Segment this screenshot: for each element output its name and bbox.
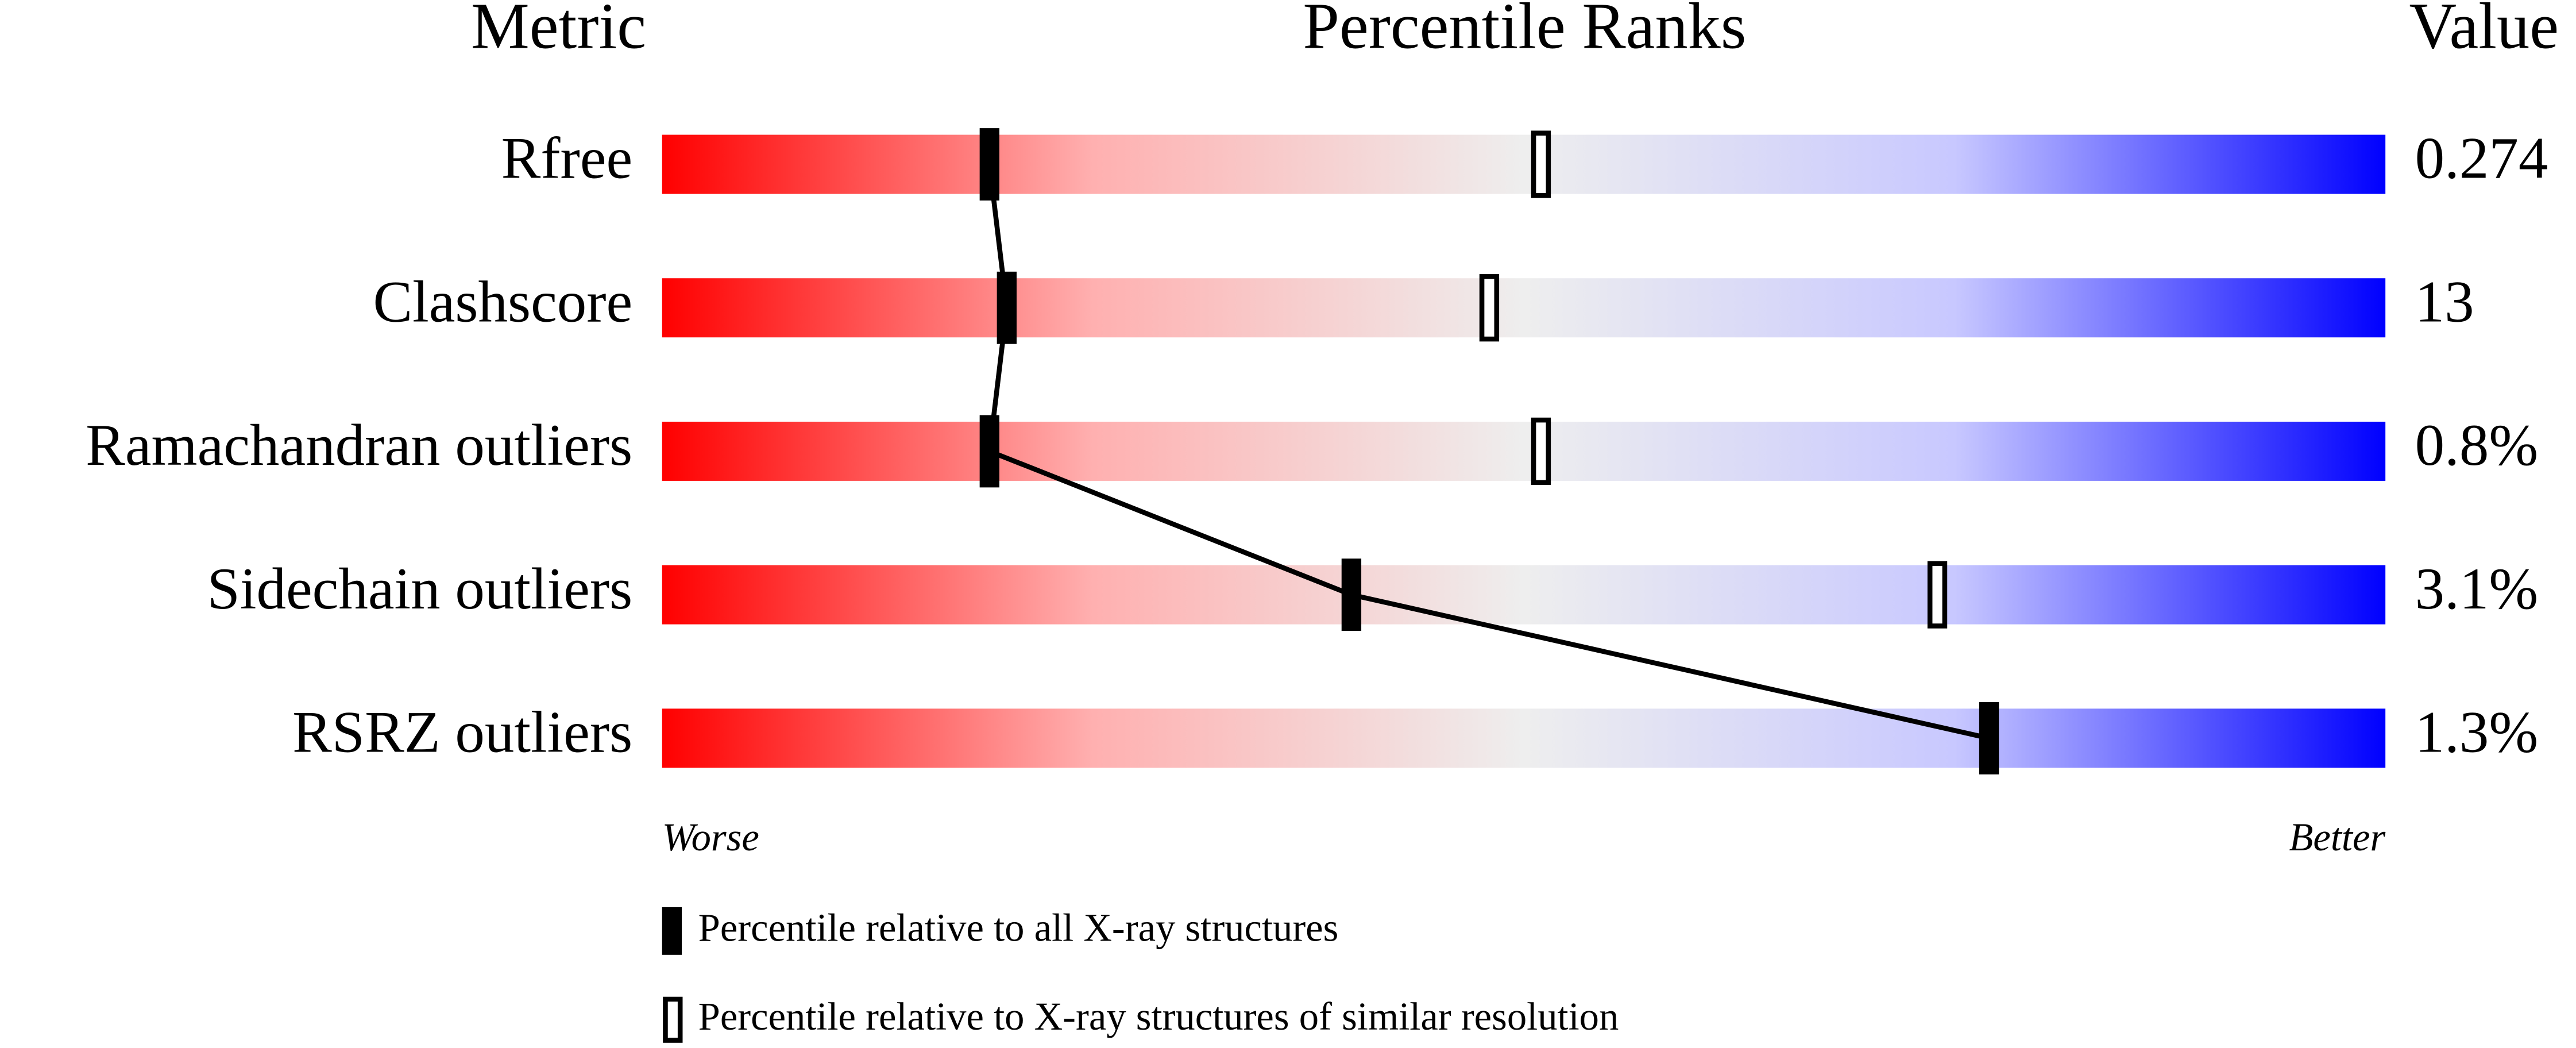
resolution-marker bbox=[1479, 274, 1500, 342]
metric-value: 3.1% bbox=[2415, 556, 2539, 622]
percentile-bar bbox=[662, 278, 2386, 338]
metric-value: 1.3% bbox=[2415, 699, 2539, 765]
better-label: Better bbox=[2289, 815, 2385, 859]
percentile-bar bbox=[662, 708, 2386, 768]
legend-swatch bbox=[662, 907, 682, 955]
metric-value: 0.274 bbox=[2415, 126, 2548, 191]
metric-value: 13 bbox=[2415, 269, 2474, 334]
resolution-marker bbox=[1531, 130, 1551, 198]
percentile-marker bbox=[979, 128, 999, 201]
worse-label: Worse bbox=[662, 815, 759, 859]
legend-label: Percentile relative to X-ray structures … bbox=[698, 995, 1619, 1038]
percentile-bar bbox=[662, 421, 2386, 481]
metric-label: Sidechain outliers bbox=[207, 556, 633, 622]
metric-label: Clashscore bbox=[373, 269, 632, 334]
metric-value: 0.8% bbox=[2415, 413, 2539, 478]
percentile-marker bbox=[979, 415, 999, 488]
resolution-marker bbox=[1927, 561, 1948, 629]
percentile-bar bbox=[662, 134, 2386, 194]
percentile-marker bbox=[997, 271, 1017, 344]
legend-label: Percentile relative to all X-ray structu… bbox=[698, 906, 1339, 950]
legend-swatch bbox=[663, 996, 683, 1043]
resolution-marker bbox=[1531, 417, 1551, 486]
ranks-header: Percentile Ranks bbox=[1303, 0, 1746, 62]
value-header: Value bbox=[2409, 0, 2559, 62]
metric-header: Metric bbox=[471, 0, 646, 62]
metric-label: Rfree bbox=[501, 126, 633, 191]
metric-label: Ramachandran outliers bbox=[86, 413, 632, 478]
percentile-bar bbox=[662, 565, 2386, 625]
metric-label: RSRZ outliers bbox=[292, 699, 632, 765]
percentile-marker bbox=[1979, 702, 1999, 775]
percentile-marker bbox=[1341, 558, 1362, 631]
